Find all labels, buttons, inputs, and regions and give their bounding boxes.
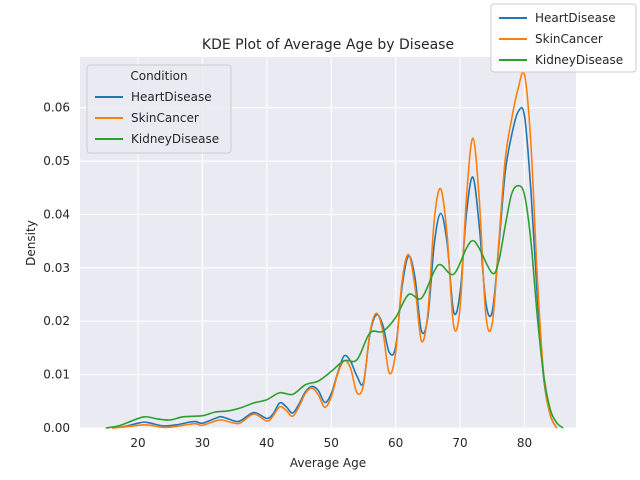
y-tick-label: 0.01 [43, 368, 70, 382]
x-tick-label: 50 [324, 436, 339, 450]
series-layer [105, 71, 564, 429]
y-tick-label: 0.04 [43, 207, 70, 221]
x-tick-label: 70 [452, 436, 467, 450]
y-tick-label: 0.05 [43, 154, 70, 168]
legend-inner-label-kidney: KidneyDisease [131, 132, 219, 146]
y-tick-label: 0.00 [43, 421, 70, 435]
legend-inner-label-heart: HeartDisease [131, 90, 212, 104]
y-tick-label: 0.02 [43, 314, 70, 328]
chart-title: KDE Plot of Average Age by Disease [202, 37, 454, 53]
legend-outer: HeartDisease SkinCancer KidneyDisease [490, 3, 637, 73]
legend-inner-frame [86, 64, 232, 154]
x-tick-label: 80 [517, 436, 532, 450]
series-line-kidneydisease [105, 184, 564, 429]
y-tick-label: 0.06 [43, 101, 70, 115]
x-tick-label: 30 [195, 436, 210, 450]
legend-inner: Condition HeartDisease SkinCancer Kidney… [86, 64, 232, 154]
legend-outer-label-heart: HeartDisease [535, 11, 616, 25]
x-tick-label: 20 [130, 436, 145, 450]
legend-title: Condition [130, 69, 187, 83]
legend-outer-frame [490, 3, 637, 73]
y-axis-label: Density [24, 220, 38, 266]
x-axis-ticks: 20 30 40 50 60 70 80 [130, 436, 532, 450]
y-tick-label: 0.03 [43, 261, 70, 275]
legend-inner-label-skin: SkinCancer [131, 111, 199, 125]
x-tick-label: 60 [388, 436, 403, 450]
y-axis-ticks: 0.00 0.01 0.02 0.03 0.04 0.05 0.06 [43, 101, 70, 435]
x-axis-label: Average Age [290, 456, 366, 470]
x-tick-label: 40 [259, 436, 274, 450]
legend-outer-label-kidney: KidneyDisease [535, 53, 623, 67]
legend-outer-label-skin: SkinCancer [535, 32, 603, 46]
